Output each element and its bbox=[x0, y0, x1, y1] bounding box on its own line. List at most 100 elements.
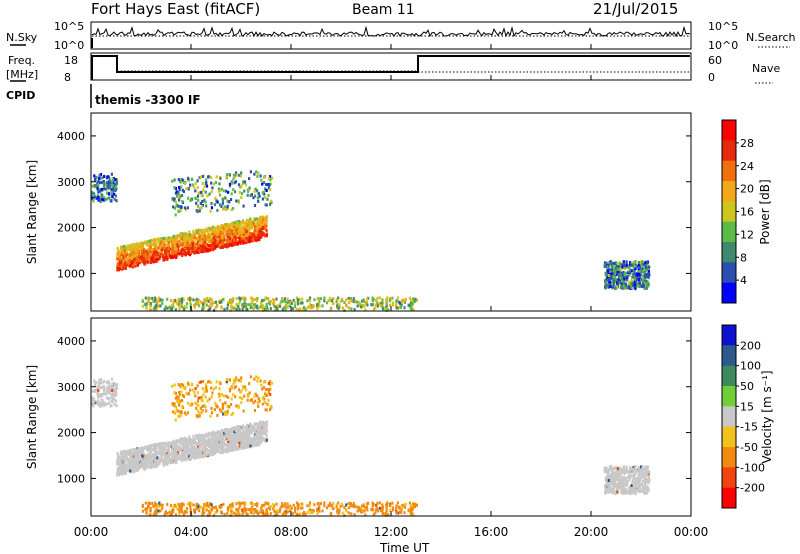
band-main-cell bbox=[117, 462, 120, 466]
sporadic-far-cell bbox=[98, 394, 101, 398]
band-main-cell bbox=[193, 438, 197, 442]
band-upper-cell bbox=[261, 197, 264, 201]
band-main-cell bbox=[226, 434, 229, 438]
near-range-cell bbox=[253, 303, 256, 306]
evening-patch-cell bbox=[616, 270, 619, 273]
sporadic-far-cell bbox=[112, 184, 115, 188]
evening-patch-cell bbox=[621, 275, 624, 279]
band-main-cell bbox=[187, 244, 190, 248]
band-main-cell bbox=[154, 464, 157, 468]
band-main-cell bbox=[174, 456, 177, 460]
sporadic-far-cell bbox=[114, 185, 117, 189]
band-main-cell bbox=[118, 462, 121, 466]
near-range-cell bbox=[364, 308, 367, 312]
band-upper-cell bbox=[245, 388, 248, 392]
near-range-cell bbox=[161, 301, 164, 305]
band-upper-cell bbox=[253, 377, 256, 381]
band-main-cell bbox=[201, 249, 204, 253]
band-main-cell bbox=[131, 248, 134, 252]
band-main-cell bbox=[193, 233, 197, 237]
evening-patch-cell bbox=[646, 264, 649, 268]
near-range-cell bbox=[280, 300, 283, 304]
band-main-cell bbox=[117, 454, 120, 458]
band-main-cell bbox=[188, 457, 191, 461]
near-range-cell bbox=[316, 303, 319, 307]
band-main-cell bbox=[176, 250, 179, 254]
near-range-cell bbox=[259, 305, 262, 309]
band-main-cell bbox=[149, 455, 152, 459]
sporadic-far-cell bbox=[110, 395, 113, 399]
band-upper-cell bbox=[220, 409, 223, 413]
band-main-cell bbox=[154, 250, 157, 253]
band-main-cell bbox=[181, 447, 184, 451]
near-range-cell bbox=[209, 302, 212, 306]
band-upper-cell bbox=[179, 399, 182, 403]
band-main-cell bbox=[167, 452, 170, 456]
near-range-cell bbox=[336, 304, 339, 308]
band-main-cell bbox=[166, 443, 169, 447]
band-upper-cell bbox=[270, 199, 273, 203]
evening-patch-cell bbox=[641, 261, 644, 265]
evening-patch-cell bbox=[606, 265, 609, 269]
band-upper-cell bbox=[198, 176, 201, 180]
band-main-cell bbox=[250, 237, 253, 241]
band-main-cell bbox=[168, 443, 171, 447]
band-main-cell bbox=[241, 431, 244, 435]
sporadic-far-cell bbox=[102, 385, 105, 388]
near-range-cell bbox=[242, 305, 245, 309]
sporadic-far-cell bbox=[105, 389, 108, 393]
sporadic-far-cell bbox=[103, 174, 106, 178]
band-upper-cell bbox=[203, 185, 206, 189]
band-main-cell bbox=[140, 247, 143, 251]
band-main-cell bbox=[241, 226, 244, 230]
sporadic-far-cell bbox=[108, 192, 111, 196]
band-upper-cell bbox=[193, 185, 196, 189]
band-main-cell bbox=[206, 442, 209, 446]
band-main-cell bbox=[215, 435, 218, 439]
band-main-cell bbox=[230, 225, 233, 228]
band-main-cell bbox=[210, 444, 213, 448]
band-main-cell bbox=[232, 438, 235, 442]
band-main-cell bbox=[227, 445, 230, 449]
near-range-cell bbox=[312, 304, 315, 308]
band-main-cell bbox=[263, 225, 266, 229]
sporadic-far-cell bbox=[112, 391, 115, 395]
band-main-cell bbox=[142, 254, 145, 258]
band-main-cell bbox=[176, 243, 179, 247]
sporadic-far-cell bbox=[108, 397, 111, 401]
band-main-cell bbox=[147, 447, 150, 451]
band-main-cell bbox=[139, 255, 142, 259]
band-main-cell bbox=[186, 457, 189, 460]
near-range-cell bbox=[155, 298, 158, 302]
band-main-cell bbox=[254, 432, 257, 436]
near-range-cell bbox=[415, 298, 418, 302]
evening-patch-cell bbox=[640, 271, 643, 275]
band-upper-cell bbox=[183, 387, 187, 391]
band-main-cell bbox=[143, 256, 146, 260]
band-main-cell bbox=[174, 251, 177, 255]
band-main-cell bbox=[201, 232, 204, 236]
near-range-cell bbox=[207, 304, 211, 308]
band-upper-cell bbox=[254, 187, 257, 191]
near-range-cell bbox=[272, 301, 276, 305]
evening-patch-cell bbox=[620, 281, 623, 285]
sporadic-far-cell bbox=[105, 402, 108, 406]
band-main-cell bbox=[132, 456, 135, 460]
band-main-cell bbox=[216, 233, 219, 237]
band-upper-cell bbox=[210, 395, 213, 399]
band-upper-cell bbox=[239, 379, 242, 383]
band-main-cell bbox=[177, 234, 180, 238]
near-range-cell bbox=[168, 305, 171, 309]
band-main-cell bbox=[180, 456, 183, 460]
near-range-cell bbox=[359, 302, 362, 306]
band-upper-cell bbox=[232, 206, 235, 210]
evening-patch-cell bbox=[615, 266, 618, 270]
band-upper-cell bbox=[191, 197, 194, 201]
band-main-cell bbox=[241, 220, 245, 224]
band-main-cell bbox=[127, 257, 130, 260]
band-main-cell bbox=[150, 260, 153, 264]
band-main-cell bbox=[253, 237, 256, 241]
band-main-cell bbox=[154, 238, 157, 242]
near-range-cell bbox=[309, 306, 312, 310]
band-main-cell bbox=[131, 453, 134, 457]
